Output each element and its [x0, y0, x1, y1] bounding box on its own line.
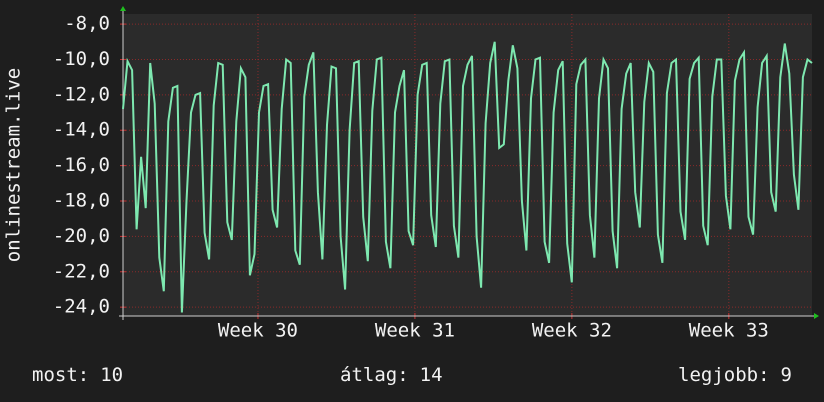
x-tick-label: Week 32 — [532, 320, 612, 342]
y-tick-label: -16,0 — [53, 154, 110, 176]
y-tick-label: -14,0 — [53, 119, 110, 141]
x-axis-arrow — [814, 313, 819, 319]
y-tick-label: -12,0 — [53, 83, 110, 105]
y-tick-label: -10,0 — [53, 48, 110, 70]
y-tick-label: -24,0 — [53, 296, 110, 318]
y-axis-arrow — [120, 6, 126, 11]
footer-label: átlag: — [340, 364, 409, 386]
x-tick-label: Week 30 — [218, 320, 298, 342]
y-tick-label: -22,0 — [53, 260, 110, 282]
footer-label: most: — [32, 364, 89, 386]
footer-value: 9 — [781, 364, 792, 386]
footer-atlag: átlag: 14 — [340, 364, 443, 386]
data-line — [122, 41, 813, 313]
y-tick-label: -8,0 — [64, 13, 110, 35]
x-tick-label: Week 33 — [689, 320, 769, 342]
footer-value: 14 — [420, 364, 443, 386]
footer-most: most: 10 — [32, 364, 123, 386]
footer-value: 10 — [100, 364, 123, 386]
y-tick-label: -18,0 — [53, 190, 110, 212]
y-axis-label: onlinestream.live — [3, 68, 25, 262]
y-tick-label: -20,0 — [53, 225, 110, 247]
x-tick-label: Week 31 — [375, 320, 455, 342]
footer-legjobb: legjobb: 9 — [678, 364, 792, 386]
footer-label: legjobb: — [678, 364, 770, 386]
